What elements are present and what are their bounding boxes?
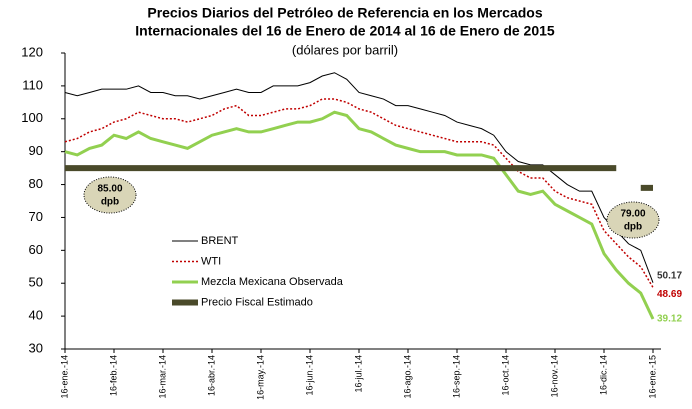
x-tick-label: 16-jul.-14 — [353, 355, 363, 393]
annotation-text: 85.00 — [97, 184, 122, 195]
y-tick-label: 80 — [29, 176, 43, 191]
legend-label: Precio Fiscal Estimado — [201, 296, 313, 308]
annotation-text: dpb — [101, 197, 119, 208]
x-tick-label: 16-nov.-14 — [549, 355, 559, 397]
x-tick-label: 16-ene.-14 — [59, 355, 69, 399]
line-series — [65, 165, 653, 191]
x-tick-label: 16-jun.-14 — [304, 355, 314, 396]
y-tick-label: 110 — [22, 77, 43, 92]
legend-label: WTI — [201, 255, 221, 267]
value-label: 48.69 — [657, 289, 682, 300]
x-tick-label: 16-may.-14 — [255, 355, 265, 400]
x-tick-label: 16-mar.-14 — [157, 355, 167, 399]
line-series — [64, 98, 654, 288]
y-tick-label: 70 — [29, 209, 43, 224]
chart-title: Internacionales del 16 de Enero de 2014 … — [135, 23, 555, 39]
y-tick-label: 90 — [29, 143, 43, 158]
legend-label: Mezcla Mexicana Observada — [201, 276, 344, 288]
legend-label: BRENT — [201, 235, 239, 247]
annotation-bubble — [606, 201, 660, 239]
y-tick-label: 50 — [29, 275, 43, 290]
x-tick-label: 16-feb.-14 — [108, 355, 118, 396]
value-label: 50.17 — [657, 270, 682, 281]
y-tick-label: 30 — [29, 340, 43, 355]
chart-subtitle: (dólares por barril) — [292, 42, 398, 57]
annotation-text: dpb — [624, 222, 642, 233]
chart-title: Precios Diarios del Petróleo de Referenc… — [147, 5, 542, 21]
line-series — [64, 72, 654, 283]
y-tick-label: 60 — [29, 242, 43, 257]
x-tick-label: 16-ene.-15 — [647, 355, 657, 399]
x-tick-label: 16-ago.-14 — [402, 355, 412, 399]
annotation-text: 79.00 — [620, 209, 645, 220]
annotation-bubble — [83, 176, 137, 214]
line-series — [64, 110, 655, 320]
y-tick-label: 100 — [21, 110, 43, 125]
y-tick-label: 120 — [21, 44, 43, 59]
value-label: 39.12 — [657, 314, 682, 325]
y-tick-label: 40 — [29, 308, 43, 323]
x-tick-label: 16-abr.-14 — [206, 355, 216, 396]
x-tick-label: 16-dic.-14 — [598, 355, 608, 395]
x-tick-label: 16-oct.-14 — [500, 355, 510, 396]
x-tick-label: 16-sep.-14 — [451, 355, 461, 398]
